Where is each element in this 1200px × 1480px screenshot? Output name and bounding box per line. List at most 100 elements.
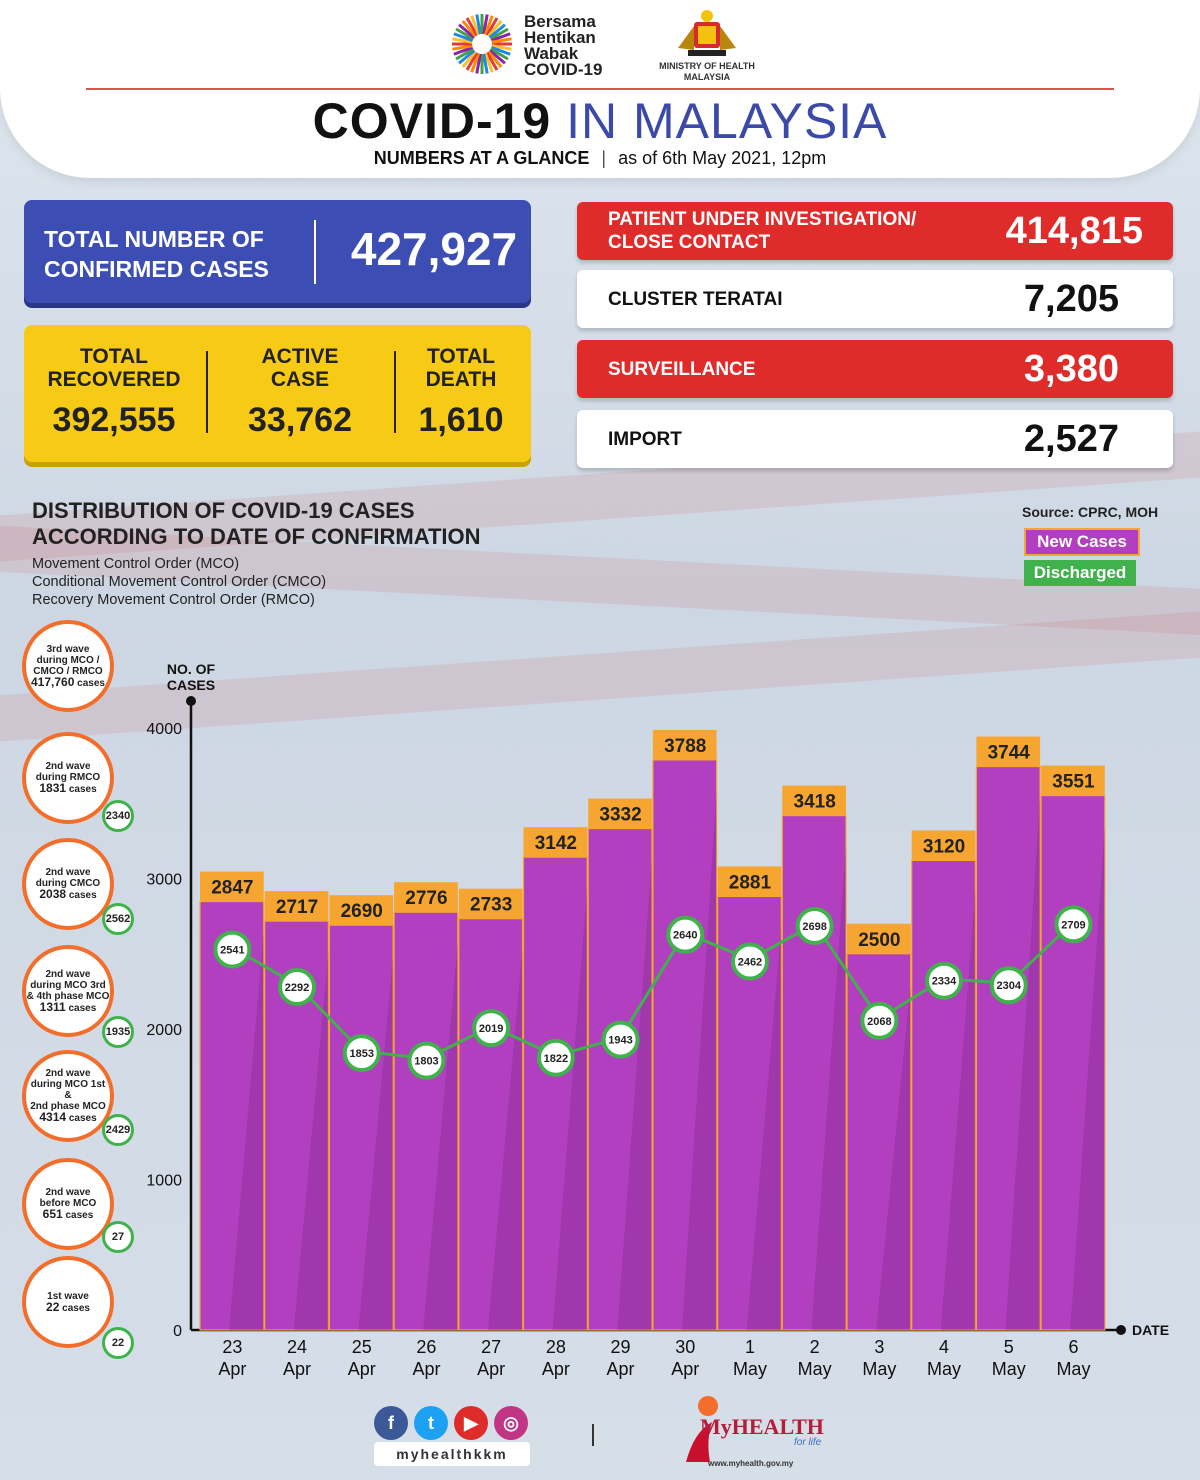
wave-discharged-badge: 27: [102, 1221, 134, 1253]
stat-divider: [394, 351, 396, 433]
discharged-data-label: 2698: [802, 921, 826, 933]
bar-label-bg: [652, 729, 717, 760]
bar: [393, 911, 459, 1331]
myhealth-url[interactable]: www.myhealth.gov.my: [708, 1459, 794, 1468]
discharged-data-label: 1822: [544, 1053, 568, 1065]
x-tick-label: Apr: [218, 1359, 246, 1379]
bar-label-bg: [847, 923, 911, 954]
bar-data-label: 3142: [535, 833, 577, 854]
bar: [199, 900, 265, 1331]
wave-discharged-badge: 2340: [102, 800, 134, 832]
x-tick-label: May: [992, 1359, 1026, 1379]
stat-divider: [206, 351, 208, 433]
bar-data-label: 2776: [405, 888, 447, 909]
discharged-point: [860, 1001, 899, 1040]
bar-data-label: 2733: [470, 895, 512, 916]
bar: [975, 765, 1041, 1331]
bar-shade: [552, 887, 588, 1330]
category-label: IMPORT: [608, 428, 682, 450]
discharged-point: [601, 1020, 640, 1059]
legend-discharged: Discharged: [1024, 560, 1136, 586]
discharged-data-label: 2640: [673, 930, 697, 942]
recovered-stat: TOTAL RECOVERED 392,555: [47, 345, 181, 439]
social-handle[interactable]: myhealthkkm: [374, 1442, 530, 1466]
discharged-data-label: 2019: [479, 1023, 503, 1035]
discharged-data-label: 2541: [220, 945, 244, 957]
ministry-label: MINISTRY OF HEALTH MALAYSIA: [659, 61, 755, 82]
bar-label-bg: [200, 871, 264, 902]
bar-label-bg: [976, 736, 1041, 767]
bar-shade: [811, 845, 846, 1330]
footer-divider: [592, 1424, 594, 1446]
discharged-data-label: 2068: [867, 1016, 891, 1028]
bar: [781, 814, 847, 1331]
bar-data-label: 3744: [988, 743, 1031, 764]
myhealth-brand: MyHEALTH: [700, 1414, 824, 1439]
bar-label-bg: [588, 798, 652, 829]
bar-data-label: 3788: [664, 736, 706, 757]
category-import: IMPORT 2,527: [577, 410, 1173, 468]
x-tick-label: 26: [416, 1337, 436, 1357]
confirmed-cases-value: 427,927: [350, 223, 518, 275]
bar: [587, 827, 653, 1331]
youtube-icon[interactable]: ▶: [454, 1406, 488, 1440]
discharged-point: [472, 1009, 511, 1048]
bar-label-bg: [717, 866, 782, 897]
bar: [458, 918, 524, 1331]
bar-data-label: 3418: [794, 792, 836, 813]
x-tick-label: 25: [352, 1337, 372, 1357]
x-tick-label: Apr: [412, 1359, 440, 1379]
x-tick-label: 5: [1004, 1337, 1014, 1357]
wave-circle: 2nd wave during MCO 3rd & 4th phase MCO 131…: [22, 945, 114, 1037]
bar-label-bg: [458, 888, 523, 919]
bar-shade: [876, 983, 911, 1330]
x-tick-label: May: [798, 1359, 832, 1379]
x-tick-label: 30: [675, 1337, 695, 1357]
discharged-data-label: 2334: [932, 976, 957, 988]
x-tick-label: May: [733, 1359, 767, 1379]
bar-shade: [1070, 825, 1105, 1330]
wave-discharged-badge: 2429: [102, 1114, 134, 1146]
discharged-data-label: 2709: [1061, 919, 1085, 931]
bar-shade: [617, 858, 652, 1330]
distribution-legend-notes: Movement Control Order (MCO) Conditional…: [32, 556, 327, 608]
distribution-title: DISTRIBUTION OF COVID-19 CASES ACCORDING …: [32, 498, 481, 549]
x-tick-label: 28: [546, 1337, 566, 1357]
bar-label-bg: [523, 827, 588, 858]
x-tick-label: May: [862, 1359, 896, 1379]
coat-of-arms-icon: [678, 10, 736, 56]
instagram-icon[interactable]: ◎: [494, 1406, 528, 1440]
x-tick-label: 24: [287, 1337, 307, 1357]
y-axis-cap: [186, 696, 196, 706]
discharged-point: [989, 966, 1028, 1005]
wave-circle: 2nd wave during RMCO 1831 cases: [22, 732, 114, 824]
discharged-point: [213, 930, 252, 969]
bar: [911, 859, 977, 1331]
category-value: 414,815: [1005, 209, 1143, 252]
x-tick-label: 6: [1068, 1337, 1078, 1357]
x-tick-label: Apr: [477, 1359, 505, 1379]
header-divider: [86, 88, 1114, 90]
bar-label-bg: [782, 785, 846, 816]
facebook-icon[interactable]: f: [374, 1406, 408, 1440]
wave-discharged-badge: 2562: [102, 903, 134, 935]
legend-new-cases: New Cases: [1024, 528, 1140, 556]
y-tick-label: 3000: [146, 872, 182, 889]
discharged-point: [536, 1038, 575, 1077]
bar-shade: [682, 789, 717, 1330]
discharged-data-label: 1943: [608, 1035, 632, 1047]
bar-shade: [358, 955, 394, 1330]
bar: [328, 924, 394, 1331]
death-stat: TOTAL DEATH 1,610: [418, 345, 504, 439]
bar-shade: [940, 890, 976, 1330]
discharged-point: [730, 942, 769, 981]
y-tick-label: 4000: [146, 721, 182, 738]
discharged-data-label: 1853: [350, 1048, 374, 1060]
x-tick-label: 4: [939, 1337, 949, 1357]
bar-data-label: 2500: [858, 930, 900, 951]
source-label: Source: CPRC, MOH: [1022, 504, 1159, 520]
x-tick-label: Apr: [542, 1359, 570, 1379]
twitter-icon[interactable]: t: [414, 1406, 448, 1440]
discharged-data-label: 2462: [738, 956, 762, 968]
